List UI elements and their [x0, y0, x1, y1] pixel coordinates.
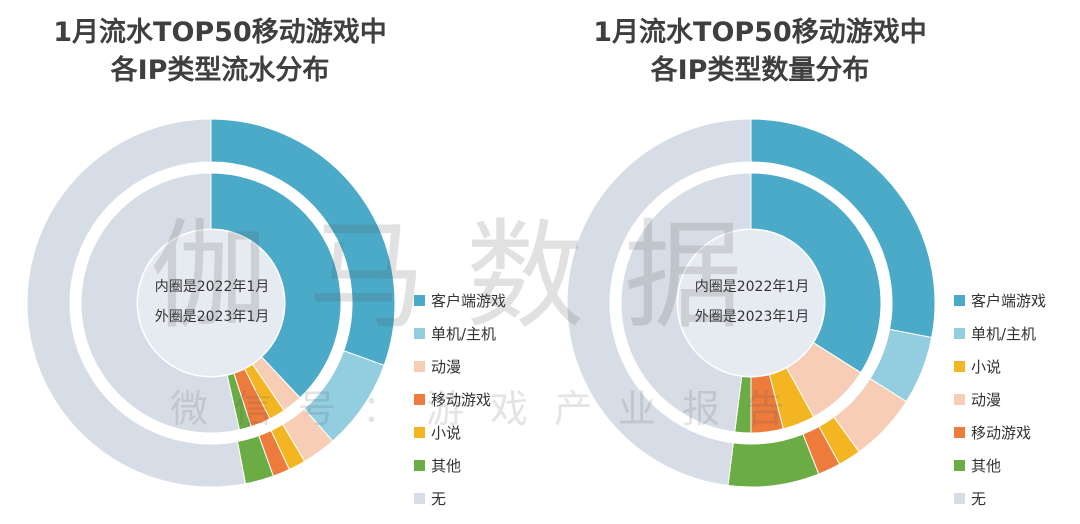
legend-label: 动漫	[431, 358, 462, 376]
center-note-line-1: 内圈是2022年1月	[694, 279, 810, 295]
center-note: 内圈是2022年1月 外圈是2023年1月	[112, 272, 312, 332]
center-note-line-2: 外圈是2023年1月	[694, 309, 810, 325]
legend-label: 其他	[971, 457, 1002, 475]
center-note-line-1: 内圈是2022年1月	[154, 279, 270, 295]
center-note: 内圈是2022年1月 外圈是2023年1月	[652, 272, 852, 332]
legend-item-other: 其他	[954, 449, 1046, 482]
legend-swatch	[414, 328, 425, 339]
chart-legend: 客户端游戏单机/主机小说动漫移动游戏其他无	[954, 284, 1046, 515]
legend-swatch	[414, 295, 425, 306]
legend-label: 小说	[971, 358, 1002, 376]
chart-panel-revenue: 1月流水TOP50移动游戏中 各IP类型流水分布 内圈是2022年1月 外圈是2…	[0, 14, 506, 515]
legend-swatch	[414, 427, 425, 438]
legend-label: 单机/主机	[971, 325, 1037, 343]
legend-item-novel: 小说	[414, 416, 506, 449]
legend-swatch	[954, 493, 965, 504]
legend-item-console-pc: 单机/主机	[954, 317, 1046, 350]
inner-ring-slice-none	[80, 172, 240, 434]
outer-ring-slice-other	[727, 433, 820, 488]
legend-label: 客户端游戏	[971, 292, 1047, 310]
chart-title: 1月流水TOP50移动游戏中 各IP类型数量分布	[540, 14, 980, 90]
donut-center-disc	[678, 230, 824, 376]
legend-label: 动漫	[971, 391, 1002, 409]
legend-swatch	[414, 493, 425, 504]
legend-swatch	[414, 361, 425, 372]
legend-swatch	[954, 328, 965, 339]
chart-title-line-1: 1月流水TOP50移动游戏中	[53, 17, 387, 48]
legend-item-none: 无	[954, 482, 1046, 515]
donut-chart-revenue	[26, 118, 396, 488]
donut-center-disc	[138, 230, 284, 376]
inner-ring-slice-client-game	[210, 172, 342, 399]
legend-item-mobile-game: 移动游戏	[414, 383, 506, 416]
chart-title-line-2: 各IP类型数量分布	[650, 55, 870, 86]
legend-item-client-game: 客户端游戏	[414, 284, 506, 317]
legend-label: 单机/主机	[431, 325, 497, 343]
donut-chart-count	[566, 118, 936, 488]
inner-ring-slice-client-game	[750, 172, 882, 374]
chart-legend: 客户端游戏单机/主机动漫移动游戏小说其他无	[414, 284, 506, 515]
inner-ring-slice-none	[620, 172, 752, 433]
legend-label: 客户端游戏	[431, 292, 507, 310]
legend-label: 其他	[431, 457, 462, 475]
legend-item-mobile-game: 移动游戏	[954, 416, 1046, 449]
legend-swatch	[414, 460, 425, 471]
legend-swatch	[954, 460, 965, 471]
legend-item-none: 无	[414, 482, 506, 515]
outer-ring-slice-none	[566, 118, 752, 487]
chart-title-line-1: 1月流水TOP50移动游戏中	[593, 17, 927, 48]
legend-item-anime: 动漫	[414, 350, 506, 383]
legend-item-anime: 动漫	[954, 383, 1046, 416]
legend-swatch	[954, 394, 965, 405]
chart-title: 1月流水TOP50移动游戏中 各IP类型流水分布	[0, 14, 440, 90]
legend-item-novel: 小说	[954, 350, 1046, 383]
center-note-line-2: 外圈是2023年1月	[154, 309, 270, 325]
legend-swatch	[414, 394, 425, 405]
legend-item-other: 其他	[414, 449, 506, 482]
outer-ring-slice-none	[26, 118, 247, 488]
legend-label: 移动游戏	[431, 391, 492, 409]
legend-label: 无	[431, 490, 447, 508]
legend-item-client-game: 客户端游戏	[954, 284, 1046, 317]
chart-panel-count: 1月流水TOP50移动游戏中 各IP类型数量分布 内圈是2022年1月 外圈是2…	[540, 0, 1080, 524]
legend-swatch	[954, 427, 965, 438]
legend-item-console-pc: 单机/主机	[414, 317, 506, 350]
legend-label: 移动游戏	[971, 424, 1032, 442]
chart-title-line-2: 各IP类型流水分布	[110, 55, 330, 86]
legend-swatch	[954, 295, 965, 306]
legend-swatch	[954, 361, 965, 372]
legend-label: 无	[971, 490, 987, 508]
legend-label: 小说	[431, 424, 462, 442]
